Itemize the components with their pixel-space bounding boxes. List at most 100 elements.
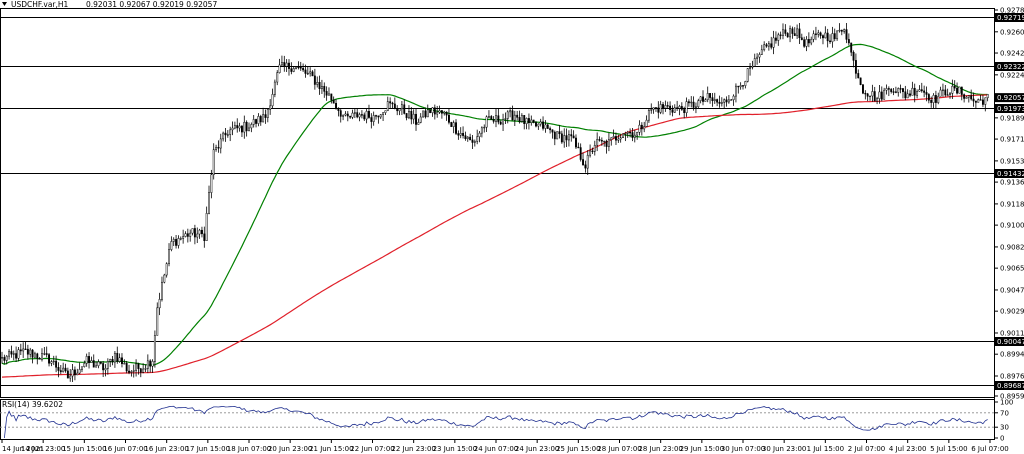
candle-body xyxy=(236,125,239,129)
candle-body xyxy=(643,126,646,130)
candle-body xyxy=(920,89,923,92)
candle-body xyxy=(732,95,735,101)
candle-body xyxy=(135,363,138,371)
candle-body xyxy=(290,68,293,72)
candle-body xyxy=(949,93,951,96)
candle-body xyxy=(509,110,512,113)
candle-body xyxy=(445,111,448,116)
candle-body xyxy=(887,88,890,90)
candle-body xyxy=(807,39,810,44)
candle-body xyxy=(838,29,841,32)
candle-body xyxy=(419,116,422,123)
candle-body xyxy=(170,241,173,250)
candle-body xyxy=(299,66,302,69)
candle-body xyxy=(925,92,928,95)
candle-body xyxy=(389,101,392,104)
candle-body xyxy=(737,85,740,88)
candle-body xyxy=(584,164,587,169)
candle-body xyxy=(909,93,911,96)
candle-body xyxy=(965,96,968,99)
candle-body xyxy=(12,353,15,355)
candle-body xyxy=(549,128,552,131)
candle-body xyxy=(78,369,81,374)
candle-body xyxy=(358,114,361,118)
candle-body xyxy=(777,34,780,41)
candle-body xyxy=(951,85,954,94)
candle-body xyxy=(52,360,55,363)
dropdown-arrow-icon[interactable] xyxy=(2,2,7,6)
candle-body xyxy=(15,353,18,359)
candle-body xyxy=(433,107,436,115)
candle-body xyxy=(511,110,514,121)
candle-body xyxy=(600,140,603,142)
candle-body xyxy=(295,66,297,69)
candle-body xyxy=(923,90,926,93)
candle-body xyxy=(800,37,803,40)
candle-body xyxy=(440,110,443,114)
candle-body xyxy=(605,140,608,147)
candle-body xyxy=(822,35,824,39)
level-label-box xyxy=(995,169,1024,178)
candle-body xyxy=(490,116,493,120)
time-tick-label: 30 Jun 23:00 xyxy=(762,445,806,453)
candle-body xyxy=(739,85,742,88)
candle-body xyxy=(678,106,681,109)
time-tick-label: 16 Jun 07:00 xyxy=(103,445,147,453)
candle-body xyxy=(772,37,775,48)
candle-body xyxy=(972,98,975,102)
candle-body xyxy=(638,124,641,133)
candle-body xyxy=(502,119,505,125)
candle-body xyxy=(66,370,69,379)
candle-body xyxy=(156,307,159,336)
candle-body xyxy=(619,137,622,140)
candle-body xyxy=(431,107,434,113)
candle-body xyxy=(662,104,664,109)
candle-body xyxy=(337,107,340,111)
candle-body xyxy=(125,363,128,372)
candle-body xyxy=(455,122,457,134)
candle-body xyxy=(513,114,516,121)
candle-body xyxy=(288,62,290,69)
candle-body xyxy=(92,360,95,368)
candle-body xyxy=(817,32,820,35)
candle-body xyxy=(826,32,829,42)
candle-body xyxy=(927,94,930,101)
candle-body xyxy=(525,118,528,124)
level-label-box xyxy=(995,337,1024,346)
candle-body xyxy=(255,119,258,124)
candle-body xyxy=(382,112,385,115)
candle-body xyxy=(10,351,13,355)
candle-body xyxy=(622,133,624,138)
candle-body xyxy=(285,62,288,67)
candle-body xyxy=(558,131,561,135)
level-label: 0.91432 xyxy=(997,170,1024,178)
candle-body xyxy=(676,107,679,109)
candle-body xyxy=(50,361,53,364)
level-label-box xyxy=(995,381,1024,390)
candle-body xyxy=(102,363,105,371)
rsi-tick-label: 100 xyxy=(1000,399,1013,407)
candle-body xyxy=(24,348,27,350)
candle-body xyxy=(109,359,112,362)
candle-body xyxy=(269,105,272,110)
candle-body xyxy=(847,39,850,44)
candle-body xyxy=(233,125,236,129)
candle-body xyxy=(859,77,862,85)
time-tick-label: 24 Jun 23:00 xyxy=(515,445,559,453)
candle-body xyxy=(535,122,537,127)
candle-body xyxy=(716,99,719,103)
candle-body xyxy=(184,233,187,237)
horizontal-levels xyxy=(0,17,994,386)
candle-body xyxy=(869,95,871,98)
candle-body xyxy=(158,299,161,309)
candle-body xyxy=(930,100,933,103)
candle-body xyxy=(360,114,363,116)
candle-body xyxy=(323,85,326,92)
candle-body xyxy=(713,99,716,101)
candle-body xyxy=(902,88,904,92)
candle-body xyxy=(38,358,41,360)
candle-body xyxy=(443,111,446,114)
